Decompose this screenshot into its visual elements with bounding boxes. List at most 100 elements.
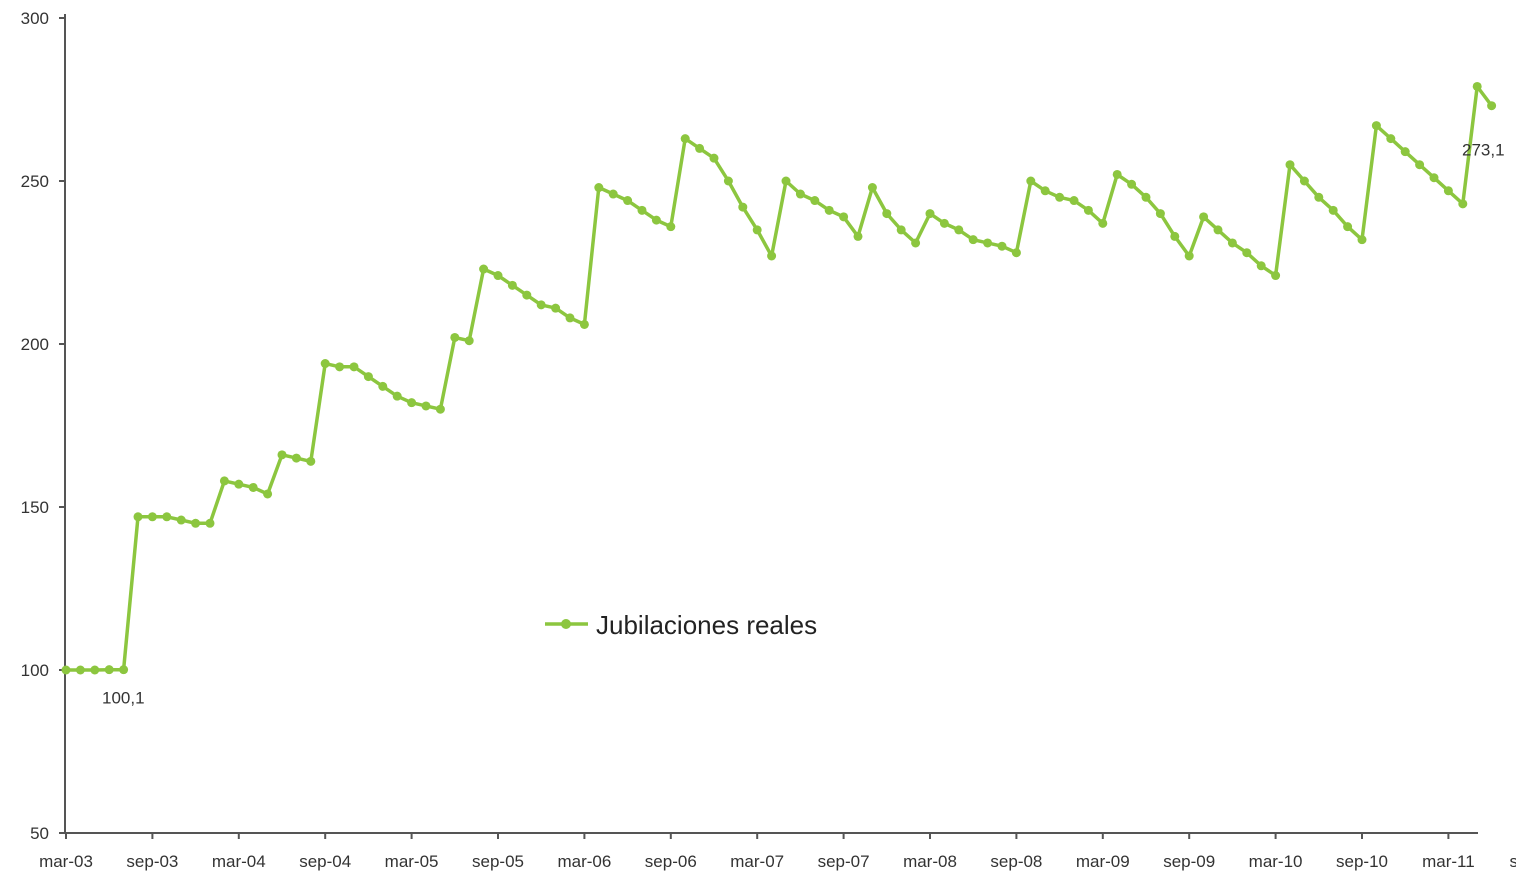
- data-point: [191, 518, 201, 528]
- data-point: [1199, 212, 1209, 222]
- data-point: [623, 196, 633, 206]
- data-point: [1357, 235, 1367, 245]
- x-tick-label: sep-06: [645, 852, 697, 871]
- data-point: [1213, 225, 1223, 235]
- data-point: [392, 391, 402, 401]
- data-point: [925, 209, 935, 219]
- data-point: [1127, 179, 1137, 189]
- x-tick-label: sep-11: [1509, 852, 1516, 871]
- x-tick-label: mar-11: [1422, 852, 1475, 871]
- data-point: [1472, 81, 1482, 91]
- data-point: [651, 215, 661, 225]
- x-tick-label: mar-08: [903, 852, 957, 871]
- data-point: [119, 665, 129, 675]
- data-point: [1184, 251, 1194, 261]
- data-point: [205, 518, 215, 528]
- data-point: [407, 398, 417, 408]
- series-line-jubilaciones-reales: [66, 84, 1493, 672]
- data-point: [464, 336, 474, 346]
- data-point: [896, 225, 906, 235]
- y-tick-label: 50: [30, 824, 49, 843]
- x-tick-label: mar-10: [1249, 852, 1303, 871]
- data-point: [939, 218, 949, 228]
- data-point: [709, 153, 719, 163]
- data-point: [1227, 238, 1237, 248]
- data-point: [1141, 192, 1151, 202]
- data-point: [738, 202, 748, 212]
- x-tick-label: mar-04: [212, 852, 266, 871]
- data-point: [1112, 169, 1122, 179]
- data-point: [695, 143, 705, 153]
- data-point: [263, 489, 273, 499]
- x-tick-label: sep-03: [126, 852, 178, 871]
- data-point: [1083, 205, 1093, 215]
- data-point: [853, 231, 863, 241]
- data-point: [176, 515, 186, 525]
- data-point: [421, 401, 431, 411]
- data-point: [320, 359, 330, 369]
- data-point: [1069, 196, 1079, 206]
- data-point: [90, 665, 100, 675]
- data-point: [867, 183, 877, 193]
- data-point: [1285, 160, 1295, 170]
- data-point: [1040, 186, 1050, 196]
- data-point: [1098, 218, 1108, 228]
- data-point: [666, 222, 676, 232]
- data-point: [954, 225, 964, 235]
- data-point: [450, 332, 460, 342]
- x-tick-label: mar-07: [730, 852, 784, 871]
- data-point: [1055, 192, 1065, 202]
- data-point: [839, 212, 849, 222]
- data-point: [1415, 160, 1425, 170]
- data-point: [1343, 222, 1353, 232]
- data-point: [435, 404, 445, 414]
- data-point: [608, 189, 618, 199]
- x-tick-label: sep-05: [472, 852, 524, 871]
- data-point: [1170, 231, 1180, 241]
- data-point: [248, 482, 258, 492]
- data-point: [997, 241, 1007, 251]
- y-tick-label: 200: [21, 335, 49, 354]
- data-point: [824, 205, 834, 215]
- data-point: [594, 183, 604, 193]
- data-point: [680, 134, 690, 144]
- data-point: [579, 319, 589, 329]
- data-point: [983, 238, 993, 248]
- data-point: [1256, 261, 1266, 271]
- data-point: [882, 209, 892, 219]
- data-point: [306, 456, 316, 466]
- data-point: [1271, 271, 1281, 281]
- data-point: [1155, 209, 1165, 219]
- data-point: [551, 303, 561, 313]
- y-tick-label: 250: [21, 172, 49, 191]
- x-axis-ticks: mar-03 sep-03 mar-04 sep-04 mar-05 sep-05 mar-…: [39, 833, 1516, 871]
- data-point: [1328, 205, 1338, 215]
- data-point: [234, 479, 244, 489]
- y-tick-label: 100: [21, 661, 49, 680]
- data-point: [133, 512, 143, 522]
- annotations: 100,1 273,1: [102, 141, 1505, 708]
- data-point: [1026, 176, 1036, 186]
- data-point: [493, 271, 503, 281]
- data-point: [162, 512, 172, 522]
- x-tick-label: mar-06: [557, 852, 611, 871]
- data-point: [637, 205, 647, 215]
- data-point: [911, 238, 921, 248]
- data-point: [277, 450, 287, 460]
- data-point: [1242, 248, 1252, 258]
- data-point: [1386, 134, 1396, 144]
- data-point: [1011, 248, 1021, 258]
- axes: [64, 14, 1478, 834]
- data-point: [565, 313, 575, 323]
- data-point: [1443, 186, 1453, 196]
- series-layer: [61, 81, 1497, 675]
- data-point: [781, 176, 791, 186]
- x-tick-label: mar-05: [385, 852, 439, 871]
- data-point: [291, 453, 301, 463]
- data-point: [752, 225, 762, 235]
- data-point: [1487, 101, 1497, 111]
- data-label: 100,1: [102, 689, 145, 708]
- data-point: [1299, 176, 1309, 186]
